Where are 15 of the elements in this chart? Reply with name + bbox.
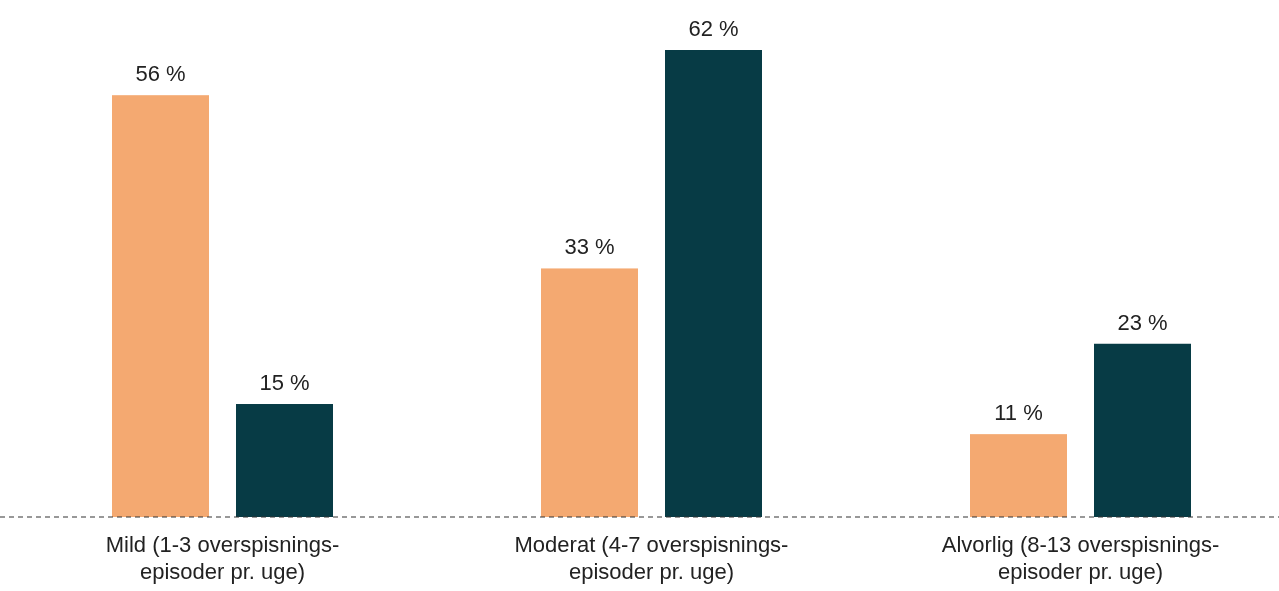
x-tick-label: Alvorlig (8-13 overspisnings- episoder pr. uge) xyxy=(941,532,1220,584)
bar xyxy=(1094,343,1191,517)
bar xyxy=(970,434,1067,517)
bar xyxy=(112,95,209,517)
data-label: 56 % xyxy=(135,61,186,87)
data-label: 62 % xyxy=(688,16,739,41)
data-label: 23 % xyxy=(1117,309,1168,335)
bar xyxy=(665,50,762,517)
bar xyxy=(541,268,638,517)
data-label: 33 % xyxy=(564,234,615,260)
x-tick-label: Mild (1-3 overspisnings- episoder pr. uge) xyxy=(105,532,340,584)
bar xyxy=(236,404,333,517)
data-label: 15 % xyxy=(259,370,310,396)
data-label: 11 % xyxy=(994,400,1043,426)
x-tick-label: Moderat (4-7 overspisnings- episoder pr. uge) xyxy=(514,532,789,584)
